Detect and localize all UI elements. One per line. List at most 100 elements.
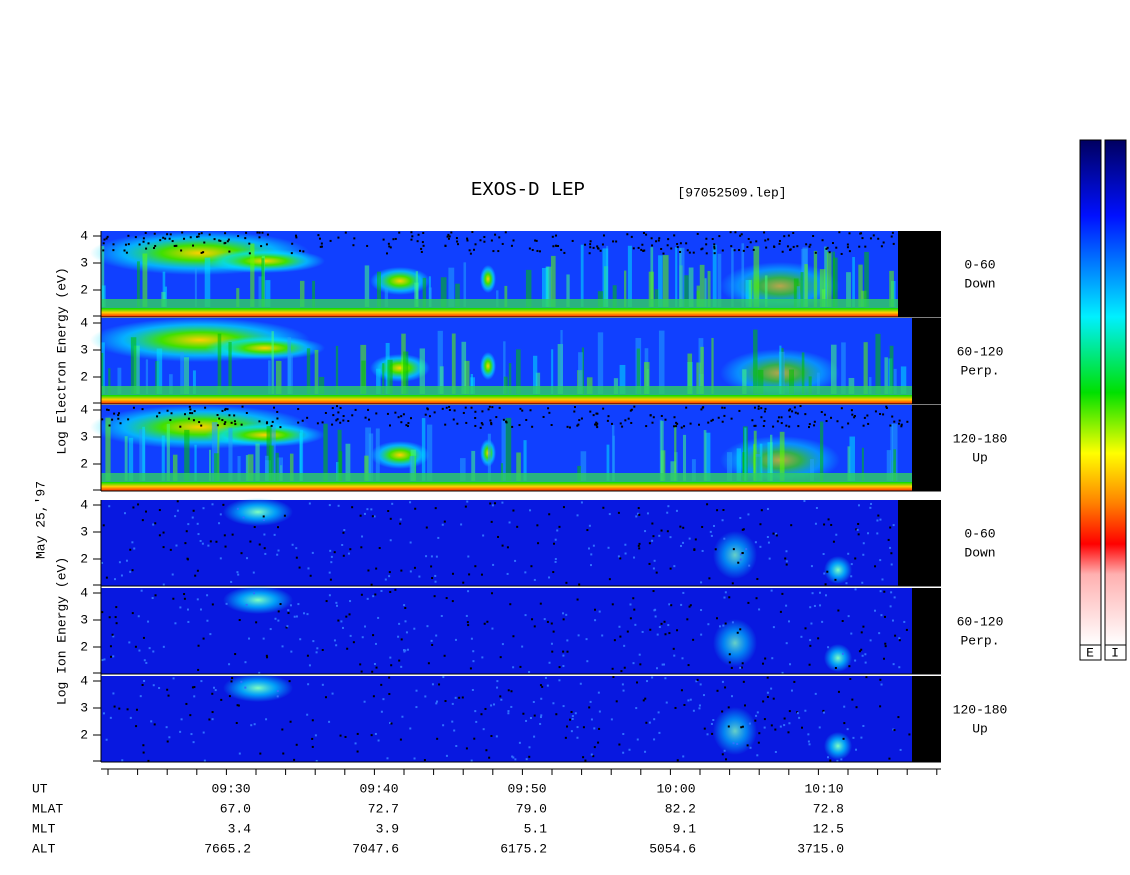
- spectrum-noise: [644, 750, 647, 753]
- spectrum-noise: [652, 590, 655, 593]
- spectrum-noise: [676, 629, 679, 632]
- spectrum-noise: [841, 426, 844, 429]
- spectrum-noise: [113, 412, 116, 415]
- y-tick-label: 3: [80, 342, 88, 357]
- spectrum-noise: [539, 684, 542, 687]
- spectrum-noise: [474, 416, 477, 419]
- spectrum-noise: [213, 238, 216, 241]
- spectrum-noise: [224, 241, 227, 244]
- spectrum-noise: [481, 423, 484, 426]
- spectrum-noise: [352, 641, 355, 644]
- spectrum-noise: [566, 650, 569, 653]
- spectrum-noise: [598, 710, 601, 713]
- spectrum-noise: [166, 740, 169, 743]
- spectrum-noise: [345, 615, 348, 618]
- spectrum-noise: [759, 545, 762, 548]
- spectrum-noise: [864, 245, 867, 248]
- spectrum-noise: [482, 534, 485, 537]
- spectrum-noise: [648, 721, 651, 724]
- spectrum-streak: [437, 330, 443, 394]
- spectrum-noise: [373, 515, 376, 518]
- spectrum-streak: [847, 446, 851, 481]
- spectrum-noise: [348, 613, 351, 616]
- spectrum-noise: [728, 596, 731, 599]
- spectrum-noise: [466, 239, 469, 242]
- panel-label: 60-120: [957, 344, 1004, 359]
- spectrum-streak: [580, 451, 587, 481]
- spectrum-noise: [698, 707, 701, 710]
- spectrum-noise: [577, 423, 580, 426]
- spectrum-noise: [431, 683, 434, 686]
- spectrum-noise: [451, 572, 454, 575]
- spectrum-noise: [342, 554, 345, 557]
- spectrum-noise: [646, 680, 649, 683]
- spectrum-noise: [367, 408, 370, 411]
- spectrum-noise: [851, 698, 854, 701]
- spectrum-noise: [701, 525, 704, 528]
- spectrum-noise: [264, 552, 267, 555]
- spectrum-noise: [721, 519, 724, 522]
- spectrum-noise: [103, 238, 106, 241]
- spectrum-streak: [525, 269, 532, 307]
- spectrum-noise: [197, 668, 200, 671]
- spectrum-noise: [589, 564, 592, 567]
- spectrum-noise: [611, 667, 614, 670]
- spectrum-noise: [108, 505, 111, 508]
- spectrum-noise: [741, 662, 744, 665]
- spectrum-streak: [500, 463, 504, 481]
- spectrum-streak: [403, 351, 409, 394]
- spectrum-noise: [738, 409, 741, 412]
- spectrum-noise: [573, 406, 576, 409]
- spectrum-noise: [328, 504, 331, 507]
- panel-label: Up: [972, 721, 988, 736]
- spectrum-noise: [491, 504, 494, 507]
- spectrum-noise: [124, 243, 127, 246]
- spectrum-noise: [109, 645, 112, 648]
- spectrum-noise: [855, 528, 858, 531]
- spectrum-noise: [582, 726, 585, 729]
- spectrum-noise: [204, 406, 207, 409]
- spectrum-noise: [400, 665, 403, 668]
- spectrum-noise: [193, 686, 196, 689]
- spectrum-noise: [749, 241, 752, 244]
- spectrum-noise: [413, 757, 416, 760]
- spectrum-noise: [610, 422, 613, 425]
- spectrum-noise: [862, 424, 865, 427]
- spectrum-streak: [250, 243, 255, 307]
- spectrum-noise: [360, 593, 363, 596]
- spectrum-noise: [847, 422, 850, 425]
- spectrum-noise: [276, 690, 279, 693]
- spectrum-noise: [405, 424, 408, 427]
- spectrum-noise: [129, 548, 132, 551]
- spectrum-noise: [199, 608, 202, 611]
- spectrum-noise: [629, 617, 632, 620]
- spectrum-noise: [290, 252, 293, 255]
- spectrum-noise: [142, 237, 145, 240]
- spectrum-noise: [766, 691, 769, 694]
- spectrum-noise: [298, 566, 301, 569]
- spectrum-noise: [102, 242, 105, 245]
- row-value: 72.7: [368, 801, 399, 816]
- spectrum-noise: [882, 657, 885, 660]
- spectrum-noise: [467, 624, 470, 627]
- spectrum-noise: [489, 502, 492, 505]
- spectrum-noise: [141, 408, 144, 411]
- spectrum-noise: [653, 559, 656, 562]
- colorbar-label: I: [1111, 645, 1119, 660]
- spectrum-noise: [507, 712, 510, 715]
- spectrum-noise: [686, 249, 689, 252]
- spectrum-noise: [724, 591, 727, 594]
- spectrum-noise: [635, 515, 638, 518]
- spectrum-noise: [840, 252, 843, 255]
- spectrum-noise: [409, 501, 412, 504]
- spectrum-noise: [754, 719, 757, 722]
- spectrum-noise: [197, 644, 200, 647]
- spectrum-noise: [181, 231, 184, 234]
- spectrum-noise: [525, 719, 528, 722]
- spectrum-noise: [425, 555, 428, 558]
- panel-label: Perp.: [960, 363, 999, 378]
- spectrum-noise: [525, 418, 528, 421]
- spectrum-noise: [707, 623, 710, 626]
- spectrum-streak: [419, 348, 425, 394]
